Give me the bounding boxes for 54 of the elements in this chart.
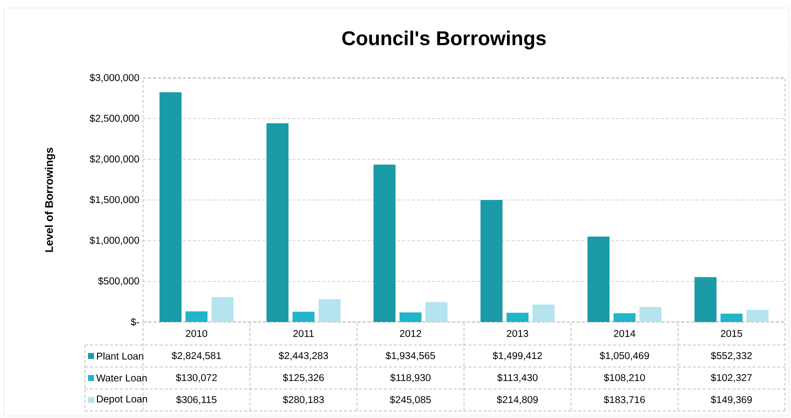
bar [588, 236, 610, 322]
data-label: $306,115 [176, 396, 216, 404]
y-tick-label: $1,500,000 [90, 196, 140, 204]
x-tick-label: 2011 [293, 330, 314, 338]
y-tick-label: $- [130, 318, 140, 326]
data-label: $552,332 [710, 352, 752, 360]
data-label: $280,183 [282, 396, 324, 404]
data-label: $130,072 [176, 374, 217, 382]
data-label: $149,369 [710, 396, 752, 404]
data-label: $1,934,565 [386, 352, 436, 360]
bar [640, 307, 662, 322]
data-label: $1,050,469 [600, 352, 649, 360]
bar [400, 312, 422, 322]
y-tick-label: $1,000,000 [90, 236, 140, 245]
bar [186, 311, 208, 322]
bar [160, 92, 182, 322]
bar [266, 123, 289, 322]
y-axis-title: Level of Borrowings [44, 148, 56, 252]
y-tick-label: $2,000,000 [90, 155, 140, 164]
bar [426, 302, 448, 322]
x-tick-label: 2014 [614, 330, 636, 338]
bar [480, 200, 503, 322]
data-label: $102,327 [710, 374, 752, 382]
bar [746, 310, 769, 322]
data-label: $118,930 [390, 374, 431, 382]
data-label: $108,210 [604, 374, 645, 382]
data-label: $2,443,283 [278, 352, 328, 360]
y-tick-label: $500,000 [98, 277, 140, 286]
bar [532, 304, 555, 322]
bar [374, 164, 396, 322]
legend-label: Depot Loan [97, 396, 148, 404]
bar [720, 314, 743, 322]
y-tick-label: $3,000,000 [90, 74, 140, 82]
bar [212, 297, 234, 322]
bar [318, 299, 341, 322]
x-tick-label: 2012 [400, 330, 422, 338]
data-label: $2,824,581 [172, 352, 221, 360]
legend-label: Plant Loan [97, 352, 144, 360]
y-tick-label: $2,500,000 [90, 114, 140, 123]
data-label: $1,499,412 [492, 352, 542, 360]
legend-label: Water Loan [96, 374, 147, 382]
data-label: $245,085 [390, 396, 431, 404]
bar [292, 312, 315, 322]
data-label: $214,809 [496, 396, 538, 404]
x-tick-label: 2015 [720, 330, 742, 338]
data-label: $113,430 [497, 374, 538, 382]
bar [506, 312, 529, 322]
data-label: $125,326 [282, 374, 324, 382]
chart-title: Council's Borrowings [342, 30, 546, 50]
bar [614, 313, 636, 322]
x-tick-label: 2013 [506, 330, 528, 338]
bar [694, 277, 717, 322]
data-label: $183,716 [604, 396, 645, 404]
x-tick-label: 2010 [186, 330, 208, 338]
